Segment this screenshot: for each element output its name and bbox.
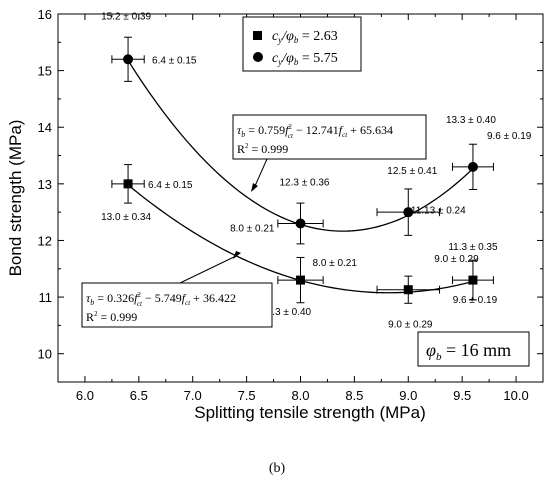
- equation-lower-r2: R2 = 0.999: [86, 310, 137, 324]
- y-error-label-s0-p2: 11.13 ± 0.24: [411, 206, 466, 217]
- circle-marker-p0: [123, 54, 134, 65]
- x-error-label-s0-p0: 6.4 ± 0.15: [148, 180, 193, 191]
- equation-lower-box: [81, 282, 273, 328]
- x-tick-label-6: 9.0: [399, 388, 417, 403]
- x-tick-label-3: 7.5: [238, 388, 256, 403]
- circle-marker-p2: [403, 207, 414, 218]
- point-labels: 6.4 ± 0.15 13.0 ± 0.34 8.0 ± 0.21 11.3 ± 0.…: [101, 11, 532, 330]
- circle-marker-p3: [467, 161, 478, 172]
- y-error-label-s0-p3: 11.3 ± 0.35: [448, 242, 498, 253]
- equation-lower-formula: τb = 0.326f2 ct − 5.749fct + 36.422: [86, 291, 236, 308]
- equation-upper-box: [232, 114, 427, 160]
- y-error-label-s1-p2: 12.5 ± 0.41: [387, 166, 437, 177]
- equation-upper-r2: R2 = 0.999: [237, 142, 288, 156]
- x-error-label-s1-p3: 9.6 ± 0.19: [487, 131, 532, 142]
- y-tick-label-3: 13: [38, 177, 52, 192]
- legend-marker-square: [253, 31, 262, 40]
- square-marker-p2: [403, 285, 413, 295]
- x-error-label-s0-p1: 8.0 ± 0.21: [313, 258, 358, 269]
- diameter-box: [417, 331, 530, 367]
- x-error-label-s1-p1: 8.0 ± 0.21: [230, 223, 275, 234]
- y-tick-label-4: 14: [38, 120, 52, 135]
- legend-entry-5-75: cy/φb = 5.75: [272, 51, 338, 67]
- equation-lower: τb = 0.326f2 ct − 5.749fct + 36.422 R2 = …: [81, 251, 273, 328]
- y-tick-label-0: 10: [38, 347, 52, 362]
- equation-upper-arrowhead: [251, 183, 258, 192]
- x-tick-label-8: 10.0: [503, 388, 528, 403]
- square-marker-p1: [296, 275, 305, 285]
- legend-marker-circle: [253, 52, 263, 62]
- axes: 6.0 6.5 7.0 7.5 8.0 8.5 9.0 9.5 10.0 10 11 12 13 14 15…: [38, 7, 543, 403]
- y-error-label-s0-p0: 13.0 ± 0.34: [101, 212, 151, 223]
- y-tick-label-2: 12: [38, 233, 52, 248]
- y-tick-label-5: 15: [38, 64, 52, 79]
- legend: cy/φb = 2.63 cy/φb = 5.75: [242, 16, 362, 72]
- equation-upper: τb = 0.759f2 ct − 12.741fct + 65.634 R2 =…: [232, 114, 427, 192]
- equation-upper-formula: τb = 0.759f2 ct − 12.741fct + 65.634: [237, 123, 393, 140]
- equation-lower-arrow: [179, 255, 237, 284]
- square-marker-p3: [468, 275, 478, 285]
- legend-box: [242, 16, 362, 72]
- y-error-label-s1-p3: 13.3 ± 0.40: [446, 115, 496, 126]
- equation-upper-arrow: [254, 158, 268, 187]
- diameter-text: φb = 16 mm: [426, 340, 511, 363]
- y-error-label-s1-p1: 12.3 ± 0.36: [280, 177, 330, 188]
- x-error-label-s1-p2: 9.0 ± 0.29: [434, 254, 479, 265]
- y-axis-title: Bond strength (MPa): [6, 120, 25, 277]
- figure-caption: (b): [269, 461, 286, 476]
- x-axis-title: Splitting tensile strength (MPa): [194, 403, 426, 422]
- equation-lower-arrowhead: [233, 251, 241, 259]
- data-markers: [123, 54, 478, 295]
- x-tick-label-2: 7.0: [184, 388, 202, 403]
- square-marker-p0: [123, 179, 133, 189]
- x-tick-label-0: 6.0: [76, 388, 94, 403]
- x-error-label-s0-p3: 9.6 ± 0.19: [453, 295, 498, 306]
- y-error-label-s0-p1: 11.3 ± 0.40: [262, 307, 312, 318]
- diameter-label: φb = 16 mm: [417, 331, 530, 367]
- y-tick-label-6: 16: [38, 7, 52, 22]
- circle-marker-p1: [295, 218, 306, 229]
- x-tick-label-1: 6.5: [130, 388, 148, 403]
- x-error-label-s1-p0: 6.4 ± 0.15: [152, 55, 197, 66]
- y-tick-label-1: 11: [39, 290, 53, 305]
- x-tick-label-5: 8.5: [345, 388, 363, 403]
- legend-entry-2-63: cy/φb = 2.63: [272, 29, 338, 45]
- x-tick-label-7: 9.5: [453, 388, 471, 403]
- y-error-label-s1-p0: 15.2 ± 0.39: [101, 11, 151, 22]
- x-tick-label-4: 8.0: [291, 388, 309, 403]
- x-error-label-s0-p2: 9.0 ± 0.29: [388, 320, 433, 331]
